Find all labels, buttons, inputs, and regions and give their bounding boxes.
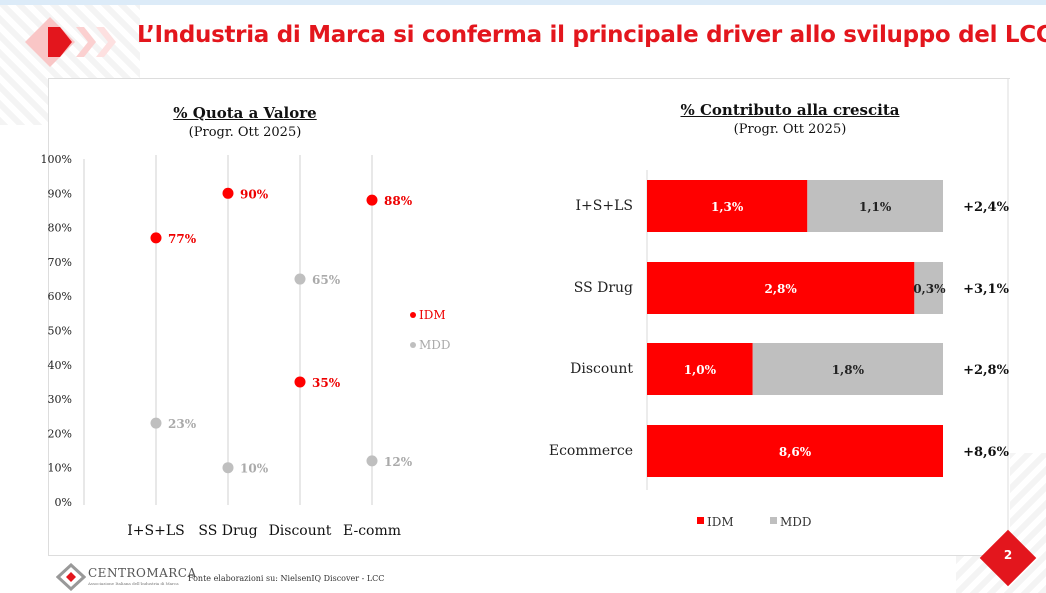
data-point-mdd [366, 455, 378, 467]
top-strip [0, 0, 1046, 5]
x-tick-label: Discount [269, 523, 332, 539]
legend-marker-mdd [410, 342, 416, 348]
bar-segment-mdd [914, 262, 943, 314]
total-label: +2,4% [963, 200, 1010, 215]
y-tick-label: 90% [48, 187, 72, 200]
data-point-mdd [222, 462, 234, 474]
legend-marker-mdd [770, 517, 777, 524]
data-label: 12% [384, 455, 413, 469]
x-tick-label: I+S+LS [127, 523, 184, 539]
total-label: +8,6% [963, 445, 1010, 460]
y-tick-label: 10% [48, 462, 72, 475]
category-label: Discount [570, 361, 633, 377]
centromarca-logo-icon [56, 563, 86, 591]
data-label: 10% [240, 462, 269, 476]
title-arrow-icon [25, 17, 116, 67]
legend-marker-idm [697, 517, 704, 524]
bar-segment-mdd [752, 343, 943, 395]
category-label: I+S+LS [576, 198, 633, 214]
bar-segment-idm [647, 343, 753, 395]
x-tick-label: E-comm [343, 523, 401, 539]
y-tick-label: 40% [48, 359, 72, 372]
y-tick-label: 50% [48, 325, 72, 338]
bar-label-mdd: 1,1% [859, 200, 892, 214]
y-tick-label: 60% [48, 290, 72, 303]
data-label: 88% [384, 194, 413, 208]
page-number: 2 [1003, 548, 1013, 562]
chart-title: % Quota a Valore [173, 104, 317, 122]
data-label: 23% [168, 417, 197, 431]
bar-label-mdd: 0,3% [913, 282, 946, 296]
data-point-mdd [150, 417, 162, 429]
bar-label-idm: 1,0% [684, 363, 717, 377]
total-label: +2,8% [963, 363, 1010, 378]
data-point-mdd [294, 273, 306, 285]
legend-label: MDD [780, 515, 812, 529]
total-label: +3,1% [963, 282, 1010, 297]
data-point-idm [366, 194, 378, 206]
y-tick-label: 0% [55, 496, 72, 509]
source-note: Fonte elaborazioni su: NielsenIQ Discove… [188, 574, 385, 583]
bar-segment-idm [647, 262, 915, 314]
bar-label-idm: 1,3% [711, 200, 744, 214]
bar-label-mdd: 1,8% [832, 363, 865, 377]
data-point-idm [294, 376, 306, 388]
page-title: L’Industria di Marca si conferma il prin… [137, 22, 1046, 48]
y-tick-label: 30% [48, 393, 72, 406]
data-label: 77% [168, 232, 197, 246]
bar-segment-idm [647, 425, 943, 477]
chart-subtitle: (Progr. Ott 2025) [733, 122, 847, 137]
y-tick-label: 100% [41, 153, 72, 166]
bar-label-idm: 8,6% [779, 445, 812, 459]
logo-subtitle: Associazione Italiana dell'Industria di … [88, 581, 179, 586]
category-label: Ecommerce [549, 443, 633, 459]
data-point-idm [222, 187, 234, 199]
y-tick-label: 20% [48, 427, 72, 440]
logo-text: CENTROMARCA [88, 566, 197, 580]
data-label: 90% [240, 187, 269, 201]
legend-label: IDM [707, 515, 734, 529]
data-label: 65% [312, 273, 341, 287]
legend-label: MDD [419, 338, 451, 352]
legend-label: IDM [419, 308, 446, 322]
legend-marker-idm [410, 312, 416, 318]
data-label: 35% [312, 376, 341, 390]
chart-title: % Contributo alla crescita [680, 101, 900, 119]
bar-segment-idm [647, 180, 808, 232]
data-point-idm [150, 232, 162, 244]
bar-label-idm: 2,8% [765, 282, 798, 296]
y-tick-label: 70% [48, 256, 72, 269]
bar-segment-mdd [807, 180, 943, 232]
chart-subtitle: (Progr. Ott 2025) [188, 125, 302, 140]
category-label: SS Drug [574, 280, 633, 296]
y-tick-label: 80% [48, 222, 72, 235]
x-tick-label: SS Drug [198, 523, 257, 539]
